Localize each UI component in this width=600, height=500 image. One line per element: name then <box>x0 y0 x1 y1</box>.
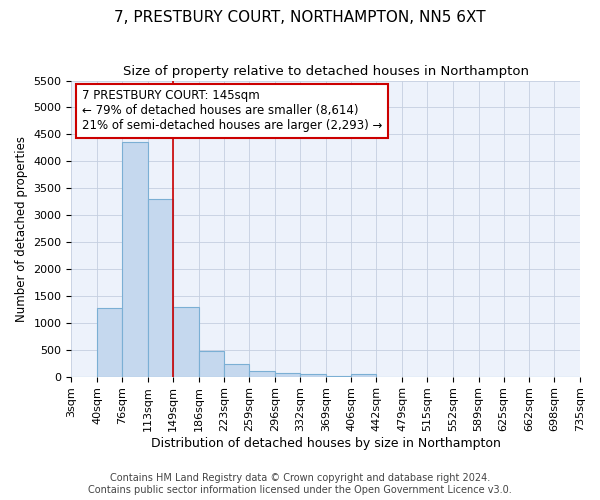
Text: Contains HM Land Registry data © Crown copyright and database right 2024.
Contai: Contains HM Land Registry data © Crown c… <box>88 474 512 495</box>
Bar <box>249 371 275 376</box>
Bar <box>122 142 148 376</box>
Bar <box>97 308 122 376</box>
Bar <box>275 372 300 376</box>
Bar <box>352 374 376 376</box>
X-axis label: Distribution of detached houses by size in Northampton: Distribution of detached houses by size … <box>151 437 500 450</box>
Title: Size of property relative to detached houses in Northampton: Size of property relative to detached ho… <box>123 65 529 78</box>
Bar <box>300 374 326 376</box>
Text: 7, PRESTBURY COURT, NORTHAMPTON, NN5 6XT: 7, PRESTBURY COURT, NORTHAMPTON, NN5 6XT <box>114 10 486 25</box>
Bar <box>224 364 249 376</box>
Bar <box>148 199 173 376</box>
Bar <box>173 306 199 376</box>
Text: 7 PRESTBURY COURT: 145sqm
← 79% of detached houses are smaller (8,614)
21% of se: 7 PRESTBURY COURT: 145sqm ← 79% of detac… <box>82 90 382 132</box>
Bar <box>199 351 224 376</box>
Y-axis label: Number of detached properties: Number of detached properties <box>15 136 28 322</box>
